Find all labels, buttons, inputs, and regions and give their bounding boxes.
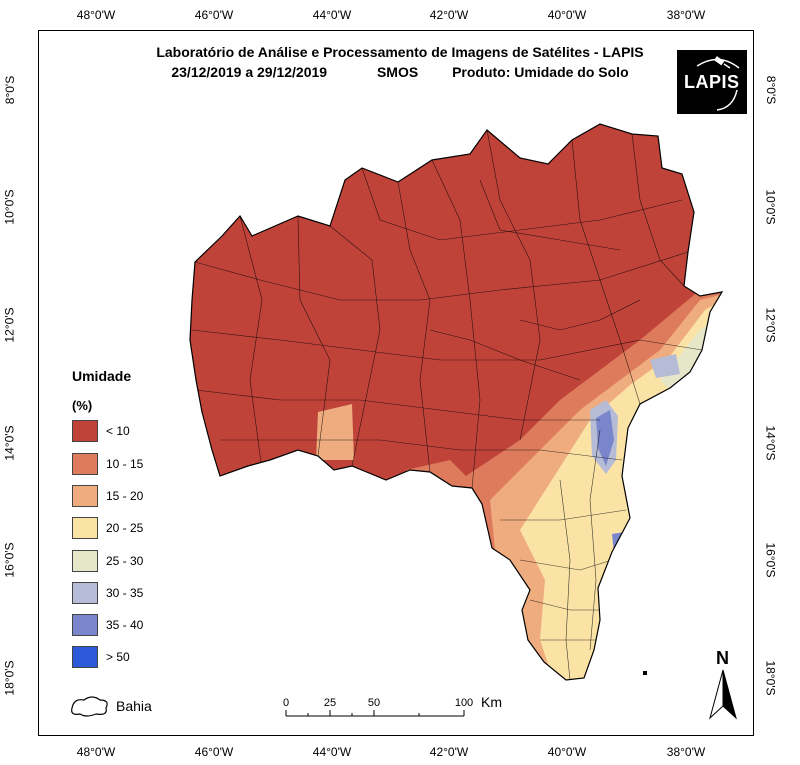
lat-tick: 10°0'S — [763, 189, 778, 225]
lat-tick: 14°0'S — [2, 425, 17, 461]
product-label: Produto: Umidade do Solo — [452, 64, 629, 80]
lon-tick: 44°0'W — [312, 8, 352, 22]
lon-tick: 48°0'W — [76, 745, 116, 759]
legend-swatch — [72, 614, 98, 636]
legend-swatch — [72, 582, 98, 604]
legend-label: 15 - 20 — [106, 489, 144, 503]
scale-tick: 25 — [323, 697, 337, 709]
legend-label: 20 - 25 — [106, 521, 144, 535]
logo-text: LAPIS — [684, 72, 740, 92]
scale-tick: 50 — [367, 697, 381, 709]
lapis-logo: LAPIS — [677, 50, 747, 114]
legend-label: 30 - 35 — [106, 586, 144, 600]
bahia-boundary-symbol — [71, 696, 108, 717]
legend-label: > 50 — [106, 650, 130, 664]
north-arrow-icon — [709, 669, 737, 720]
legend-item: < 10 — [72, 420, 232, 444]
north-label: N — [716, 648, 729, 668]
scale-unit: Km — [481, 694, 502, 710]
lat-tick: 14°0'S — [763, 425, 778, 461]
lat-tick: 12°0'S — [2, 307, 17, 343]
lon-tick: 44°0'W — [312, 745, 352, 759]
legend-swatch — [72, 420, 98, 442]
legend-item: 20 - 25 — [72, 517, 232, 541]
legend-item: 15 - 20 — [72, 485, 232, 509]
legend-swatch — [72, 550, 98, 572]
lat-tick: 12°0'S — [763, 307, 778, 343]
scale-tick: 0 — [282, 697, 290, 709]
map-subtitle: 23/12/2019 a 29/12/2019 SMOS Produto: Um… — [0, 64, 800, 80]
lon-tick: 42°0'W — [429, 745, 469, 759]
legend-swatch — [72, 517, 98, 539]
scale-tick: 100 — [454, 697, 474, 709]
legend-title: Umidade — [72, 368, 132, 384]
lon-tick: 38°0'W — [666, 8, 706, 22]
legend-item: 30 - 35 — [72, 582, 232, 606]
lon-tick: 48°0'W — [76, 8, 116, 22]
lat-tick: 16°0'S — [763, 542, 778, 578]
satellite-icon — [696, 56, 740, 111]
lat-tick: 8°0'S — [764, 75, 779, 105]
legend-label: 25 - 30 — [106, 554, 144, 568]
lon-tick: 40°0'W — [547, 745, 587, 759]
lat-tick: 8°0'S — [3, 75, 18, 105]
lat-tick: 10°0'S — [2, 189, 17, 225]
legend-item: 25 - 30 — [72, 550, 232, 574]
legend-label: < 10 — [106, 424, 130, 438]
bahia-boundary-label: Bahia — [116, 698, 152, 714]
legend-item: 35 - 40 — [72, 614, 232, 638]
lon-tick: 38°0'W — [666, 745, 706, 759]
lon-tick: 40°0'W — [547, 8, 587, 22]
legend-item: 10 - 15 — [72, 453, 232, 477]
legend-swatch — [72, 453, 98, 475]
legend-label: 35 - 40 — [106, 618, 144, 632]
map-title: Laboratório de Análise e Processamento d… — [156, 44, 644, 60]
date-range: 23/12/2019 a 29/12/2019 — [171, 64, 328, 80]
lat-tick: 18°0'S — [2, 660, 17, 696]
lat-tick: 16°0'S — [2, 542, 17, 578]
scale-bar — [285, 710, 465, 717]
lon-tick: 46°0'W — [194, 745, 234, 759]
legend-swatch — [72, 485, 98, 507]
lat-tick: 18°0'S — [763, 660, 778, 696]
sensor-label: SMOS — [376, 64, 419, 80]
legend-item: > 50 — [72, 646, 232, 670]
lon-tick: 42°0'W — [429, 8, 469, 22]
legend-label: 10 - 15 — [106, 457, 144, 471]
legend-swatch — [72, 646, 98, 668]
legend-unit: (%) — [72, 398, 93, 413]
lon-tick: 46°0'W — [194, 8, 234, 22]
